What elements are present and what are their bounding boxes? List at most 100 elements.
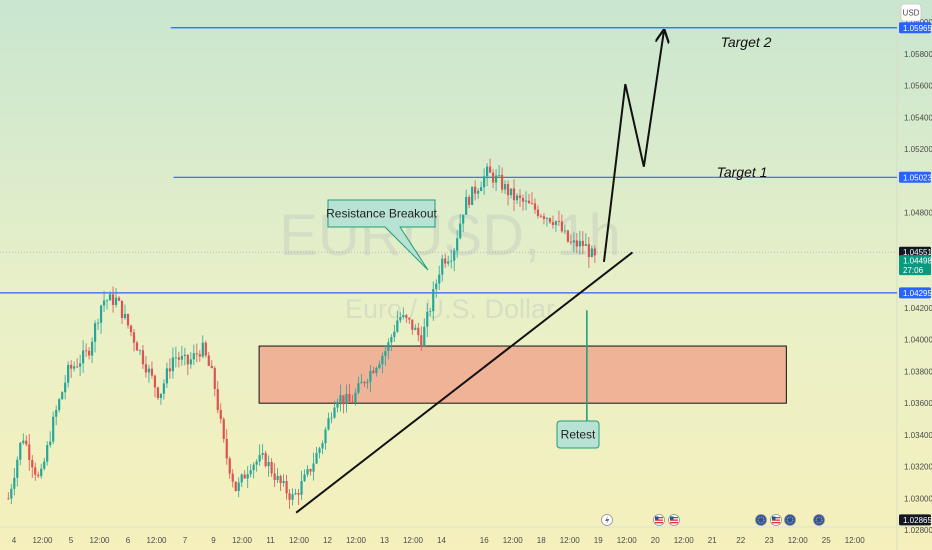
candle-body	[37, 474, 40, 477]
candle	[31, 455, 34, 478]
currency-badge[interactable]: USD	[900, 3, 922, 22]
time-tick-label: 5	[69, 536, 74, 545]
candle-body	[438, 274, 441, 284]
candle-body	[288, 493, 291, 500]
candle-body	[423, 326, 426, 347]
candle-body	[465, 196, 468, 215]
price-box-label: 1.04295	[903, 289, 932, 298]
candle	[204, 340, 207, 358]
candles-layer	[7, 158, 596, 509]
price-tick-label: 1.04000	[904, 336, 932, 345]
candle-body	[563, 230, 567, 232]
candle-body	[587, 244, 590, 257]
candle	[279, 474, 282, 491]
candle-body	[444, 258, 447, 264]
price-box: 1.05965	[899, 22, 932, 34]
candle-body	[46, 445, 49, 462]
candle-body	[120, 300, 124, 319]
candle-body	[138, 350, 142, 352]
candle	[96, 318, 100, 330]
candle	[297, 488, 300, 505]
candle-body	[270, 461, 273, 474]
eu-flag-icon	[755, 514, 767, 526]
candle	[587, 237, 590, 268]
candle-body	[447, 261, 450, 264]
candle	[213, 366, 216, 397]
candle-body	[64, 382, 67, 393]
candle-body	[491, 172, 495, 183]
candle	[237, 477, 240, 498]
candle	[219, 403, 222, 424]
candle-body	[141, 350, 145, 365]
candle	[435, 279, 438, 298]
candle-body	[417, 327, 420, 336]
candle-body	[339, 395, 342, 402]
price-tick-label: 1.02800	[904, 526, 932, 535]
candle	[228, 456, 231, 479]
candle-body	[195, 353, 198, 355]
candle	[581, 231, 584, 254]
candle-body	[249, 470, 252, 475]
candle	[37, 471, 40, 479]
candle-body	[297, 493, 300, 495]
candle	[491, 169, 495, 189]
candle-body	[530, 203, 534, 205]
time-tick-label: 13	[380, 536, 389, 545]
candle-body	[312, 463, 315, 472]
candle-body	[126, 314, 130, 326]
candle-body	[494, 175, 498, 183]
candle	[303, 469, 306, 482]
candle	[177, 351, 180, 368]
time-tick-label: 19	[594, 536, 603, 545]
time-axis[interactable]: 4 12:00 5 12:00 6 12:00 7 9 12:00 11 12:00 12 12:00 1…	[12, 536, 866, 545]
candle	[584, 233, 587, 246]
candle	[357, 376, 360, 395]
candle-body	[258, 454, 261, 462]
candle	[147, 364, 151, 383]
time-tick-label: 12:00	[403, 536, 424, 545]
candle-body	[524, 200, 528, 202]
candle	[462, 214, 465, 232]
candle-body	[25, 440, 28, 445]
candle	[189, 352, 192, 369]
price-tick-label: 1.03800	[904, 367, 932, 376]
candle-body	[363, 382, 366, 384]
price-box-label: 1.05965	[903, 24, 932, 33]
candle	[483, 168, 486, 195]
candle-body	[93, 323, 97, 342]
candle	[554, 220, 558, 232]
candle	[207, 351, 210, 367]
candle	[548, 217, 552, 224]
candle-body	[73, 366, 76, 369]
candle-body	[590, 248, 593, 257]
candle-body	[285, 481, 288, 494]
candle	[90, 337, 94, 364]
candle	[486, 163, 489, 187]
candle-body	[453, 250, 456, 261]
candle	[530, 192, 534, 205]
price-axis[interactable]: 1.02800 1.03000 1.03200 1.03400 1.03600 1.038…	[904, 18, 932, 535]
candle	[345, 384, 348, 413]
candle	[267, 455, 270, 477]
candle	[315, 446, 318, 465]
candle	[105, 299, 109, 310]
candle	[225, 429, 228, 465]
currency-label: USD	[903, 9, 920, 18]
candle	[477, 188, 480, 199]
price-box-label: 1.05023	[903, 173, 932, 182]
candle-body	[548, 218, 552, 223]
candle-body	[408, 317, 411, 320]
candle-body	[480, 187, 483, 191]
candle-body	[186, 354, 189, 365]
candle-body	[357, 383, 360, 393]
candle	[216, 380, 219, 414]
candle	[162, 379, 166, 400]
candle	[593, 245, 596, 263]
candle-body	[79, 363, 82, 367]
time-tick-label: 12:00	[617, 536, 638, 545]
candle	[231, 469, 234, 488]
candle-body	[273, 473, 276, 481]
candle	[99, 304, 103, 334]
